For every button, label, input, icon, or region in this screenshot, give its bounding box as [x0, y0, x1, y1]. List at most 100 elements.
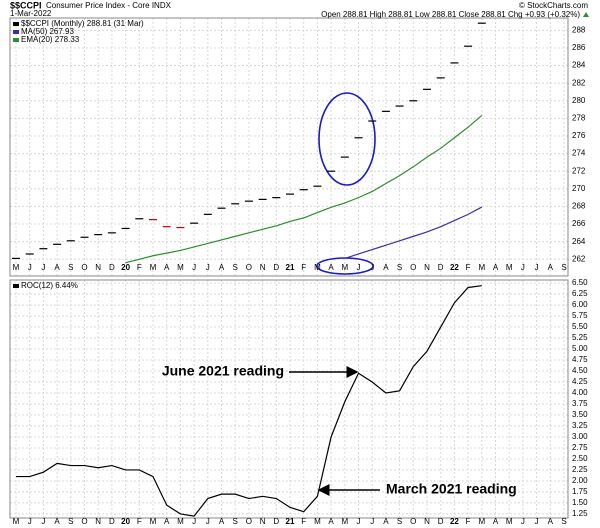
y-tick-label: 1.25 — [572, 509, 588, 518]
x-tick-label: N — [260, 263, 266, 272]
annotation: March 2021 reading — [386, 481, 517, 497]
y-tick-label: 3.00 — [572, 432, 588, 441]
x-tick-label: M — [506, 263, 513, 272]
x-tick-label: F — [301, 517, 306, 526]
x-tick-label: M — [177, 517, 184, 526]
series-line — [125, 115, 483, 264]
x-tick-label: N — [424, 517, 430, 526]
x-tick-label: M — [13, 263, 20, 272]
legend-swatch — [13, 38, 19, 42]
x-tick-label: M — [341, 517, 348, 526]
x-tick-label: A — [548, 517, 554, 526]
y-tick-label: 268 — [572, 202, 586, 211]
legend-label: MA(50) 267.93 — [21, 27, 74, 36]
y-tick-label: 282 — [572, 78, 586, 87]
y-tick-label: 284 — [572, 61, 586, 70]
y-tick-label: 1.75 — [572, 487, 588, 496]
x-tick-label: 20 — [121, 517, 130, 526]
y-tick-label: 286 — [572, 43, 586, 52]
x-tick-label: F — [301, 263, 306, 272]
y-tick-label: 5.75 — [572, 311, 588, 320]
x-tick-label: M — [150, 517, 157, 526]
x-tick-label: J — [206, 517, 210, 526]
y-tick-label: 5.00 — [572, 344, 588, 353]
annotation: June 2021 reading — [162, 363, 284, 379]
x-tick-label: A — [493, 517, 499, 526]
symbol: $$CCPI — [10, 0, 42, 10]
x-tick-label: J — [535, 263, 539, 272]
x-tick-label: S — [233, 517, 238, 526]
x-tick-label: J — [28, 517, 32, 526]
x-tick-label: J — [370, 517, 374, 526]
x-tick-label: M — [478, 517, 485, 526]
x-tick-label: S — [397, 263, 402, 272]
x-tick-label: O — [81, 263, 87, 272]
x-tick-label: A — [328, 517, 334, 526]
x-tick-label: 22 — [450, 263, 459, 272]
x-tick-label: A — [548, 263, 554, 272]
bottom-panel — [9, 279, 569, 519]
x-tick-label: A — [164, 263, 170, 272]
x-tick-label: 21 — [286, 263, 295, 272]
y-tick-label: 3.50 — [572, 410, 588, 419]
x-tick-label: J — [41, 263, 45, 272]
y-tick-label: 274 — [572, 149, 586, 158]
y-tick-label: 2.75 — [572, 443, 588, 452]
x-tick-label: F — [137, 263, 142, 272]
x-tick-label: A — [383, 517, 389, 526]
x-tick-label: A — [54, 263, 60, 272]
x-tick-label: M — [13, 517, 20, 526]
highlight-ellipse — [318, 92, 376, 186]
x-tick-label: N — [95, 263, 101, 272]
y-tick-label: 4.25 — [572, 377, 588, 386]
y-tick-label: 5.25 — [572, 333, 588, 342]
y-tick-label: 2.00 — [572, 476, 588, 485]
y-tick-label: 278 — [572, 113, 586, 122]
x-tick-label: J — [370, 263, 374, 272]
x-tick-label: M — [478, 263, 485, 272]
y-tick-label: 6.50 — [572, 278, 588, 287]
x-tick-label: A — [219, 517, 225, 526]
y-tick-label: 272 — [572, 166, 586, 175]
date: 1-Mar-2022 — [10, 9, 52, 18]
x-tick-label: D — [273, 263, 279, 272]
top-panel — [9, 17, 569, 277]
y-tick-label: 6.25 — [572, 289, 588, 298]
x-tick-label: F — [466, 517, 471, 526]
y-tick-label: 266 — [572, 219, 586, 228]
y-tick-label: 288 — [572, 25, 586, 34]
x-tick-label: J — [521, 263, 525, 272]
x-tick-label: A — [328, 263, 334, 272]
y-tick-label: 4.50 — [572, 366, 588, 375]
x-tick-label: M — [150, 263, 157, 272]
credit: © StockCharts.com — [519, 1, 588, 10]
x-tick-label: J — [357, 263, 361, 272]
quote: Open 288.81 High 288.81 Low 288.81 Close… — [321, 10, 580, 19]
x-tick-label: 21 — [286, 517, 295, 526]
x-tick-label: J — [206, 263, 210, 272]
y-tick-label: 264 — [572, 237, 586, 246]
y-tick-label: 280 — [572, 96, 586, 105]
x-tick-label: J — [357, 517, 361, 526]
x-tick-label: 22 — [450, 517, 459, 526]
series-line — [344, 206, 483, 259]
x-tick-label: S — [561, 263, 566, 272]
x-tick-label: S — [68, 517, 73, 526]
x-tick-label: S — [561, 517, 566, 526]
x-tick-label: N — [260, 517, 266, 526]
x-tick-label: J — [192, 517, 196, 526]
y-tick-label: 262 — [572, 254, 586, 263]
x-tick-label: D — [109, 263, 115, 272]
legend-label: EMA(20) 278.33 — [21, 35, 80, 44]
y-tick-label: 3.25 — [572, 421, 588, 430]
x-tick-label: A — [54, 517, 60, 526]
x-tick-label: A — [493, 263, 499, 272]
x-tick-label: F — [137, 517, 142, 526]
x-tick-label: F — [466, 263, 471, 272]
y-tick-label: 6.00 — [572, 300, 588, 309]
x-tick-label: O — [246, 517, 252, 526]
x-tick-label: J — [521, 517, 525, 526]
subtitle: Consumer Price Index - Core INDX — [46, 1, 172, 10]
y-tick-label: 1.50 — [572, 498, 588, 507]
